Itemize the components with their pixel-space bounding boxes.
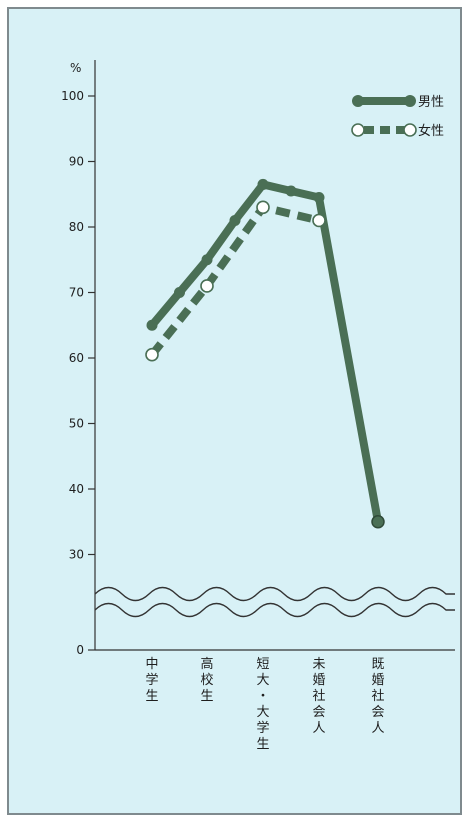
legend-female-marker-right: [403, 123, 417, 137]
markers: [145, 178, 385, 529]
male-point: [257, 178, 269, 190]
female-point: [200, 279, 214, 293]
x-tick-label: 中学生: [145, 657, 158, 704]
legend-female-marker-left: [351, 123, 365, 137]
male-point: [174, 287, 185, 298]
legend-female-label: 女性: [418, 123, 444, 139]
female-point: [312, 213, 326, 228]
x-tick-label: 未婚社会人: [312, 657, 325, 736]
y-tick-label: 100: [61, 89, 84, 103]
legend-male-label: 男性: [418, 95, 444, 110]
chart-frame: [7, 7, 462, 815]
y-tick-label: 70: [69, 286, 84, 300]
legend-male-marker-left: [352, 95, 364, 107]
y-tick-label: 90: [69, 155, 84, 169]
male-point: [313, 192, 325, 204]
y-tick-label: 40: [69, 482, 84, 496]
legend: 男性 女性: [351, 95, 444, 139]
male-point: [201, 254, 213, 266]
y-tick-label: 30: [69, 548, 84, 562]
x-tick-label: 既婚社会人: [371, 657, 384, 736]
female-point: [145, 347, 159, 362]
female-point: [256, 200, 270, 215]
male-point: [371, 515, 385, 529]
legend-male-marker-right: [404, 95, 416, 107]
axis-break-upper: [94, 586, 455, 602]
y-ticks: 0 30 40 50 60 70 80 90 100: [61, 89, 95, 657]
y-tick-label: 80: [69, 220, 84, 234]
series-male-line: [148, 180, 382, 526]
y-unit-label: %: [70, 61, 81, 75]
male-point: [229, 214, 241, 226]
y-tick-label: 60: [69, 351, 84, 365]
male-point: [146, 319, 158, 331]
x-tick-label: 高校生: [200, 656, 213, 704]
axis-break-lower: [94, 602, 455, 618]
x-tick-label: 短大・大学生: [256, 657, 269, 752]
male-point: [285, 185, 297, 197]
series-female-line: [148, 203, 320, 358]
y-tick-label: 0: [76, 643, 84, 657]
category-labels: 中学生 高校生 短大・大学生 未婚社会人 既婚社会人: [145, 656, 384, 752]
y-tick-label: 50: [69, 417, 84, 431]
